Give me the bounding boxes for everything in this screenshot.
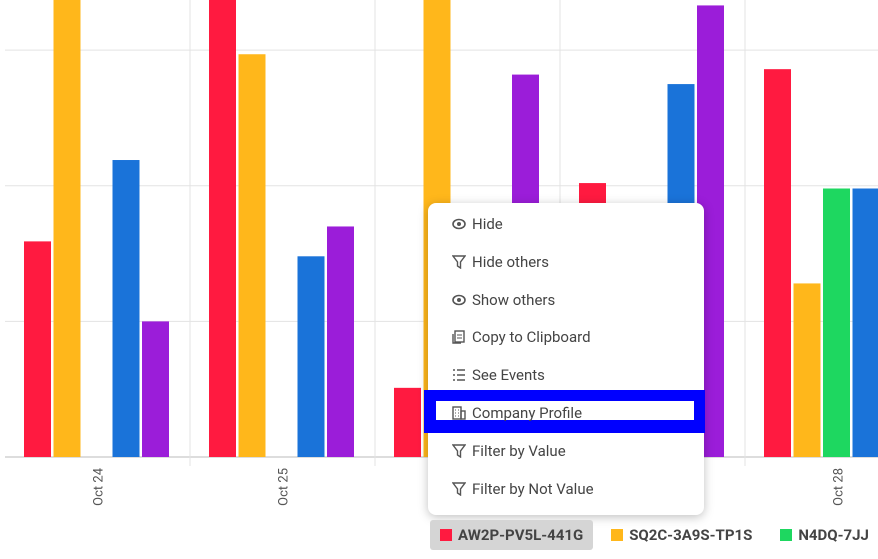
legend-item[interactable]: AW2P-PV5L-441G: [430, 520, 594, 550]
bar: [764, 69, 791, 457]
menu-item[interactable]: Filter by Not Value: [428, 474, 704, 504]
menu-item[interactable]: Show others: [428, 285, 704, 315]
menu-item-label[interactable]: Hide: [472, 215, 503, 233]
bar: [793, 283, 821, 457]
menu-item[interactable]: Copy to Clipboard: [428, 322, 704, 352]
bar: [852, 188, 878, 457]
menu-item[interactable]: Hide others: [428, 247, 704, 277]
legend-label[interactable]: SQ2C-3A9S-TP1S: [629, 526, 753, 544]
context-menu: Hide Hide others Show others Copy to Cli…: [424, 203, 705, 515]
menu-item-label[interactable]: Copy to Clipboard: [472, 328, 591, 346]
bar: [327, 226, 354, 457]
menu-item[interactable]: Company Profile: [428, 398, 704, 428]
bar: [823, 188, 850, 457]
legend-item[interactable]: N4DQ-7JJ: [770, 520, 878, 550]
menu-item[interactable]: See Events: [428, 360, 704, 390]
menu-item[interactable]: Filter by Value: [428, 436, 704, 466]
x-tick-label: Oct 25: [277, 468, 292, 506]
bar: [53, 0, 81, 457]
focus-outline: [424, 390, 705, 433]
menu-item[interactable]: Hide: [428, 209, 704, 239]
menu-item-label[interactable]: See Events: [472, 366, 545, 384]
menu-item-label[interactable]: Show others: [472, 291, 556, 309]
legend-label[interactable]: AW2P-PV5L-441G: [458, 526, 584, 544]
x-tick-label: Oct 28: [832, 468, 847, 506]
bar: [142, 321, 169, 457]
x-tick-label: Oct 24: [92, 467, 107, 506]
legend: AW2P-PV5L-441G SQ2C-3A9S-TP1S N4DQ-7JJ: [430, 520, 878, 550]
legend-label[interactable]: N4DQ-7JJ: [798, 526, 869, 544]
legend-swatch: [780, 529, 793, 541]
bar: [209, 0, 236, 457]
bar: [112, 160, 140, 457]
bar: [238, 54, 266, 458]
legend-swatch: [440, 529, 452, 541]
menu-item-label[interactable]: Company Profile: [472, 404, 583, 422]
legend-swatch: [611, 529, 624, 541]
bar: [24, 241, 51, 457]
menu-item-label[interactable]: Hide others: [472, 253, 549, 271]
bar: [297, 256, 325, 457]
bar: [394, 387, 421, 457]
menu-item-label[interactable]: Filter by Value: [472, 442, 566, 460]
legend-item[interactable]: SQ2C-3A9S-TP1S: [601, 520, 762, 550]
menu-item-label[interactable]: Filter by Not Value: [472, 480, 594, 498]
